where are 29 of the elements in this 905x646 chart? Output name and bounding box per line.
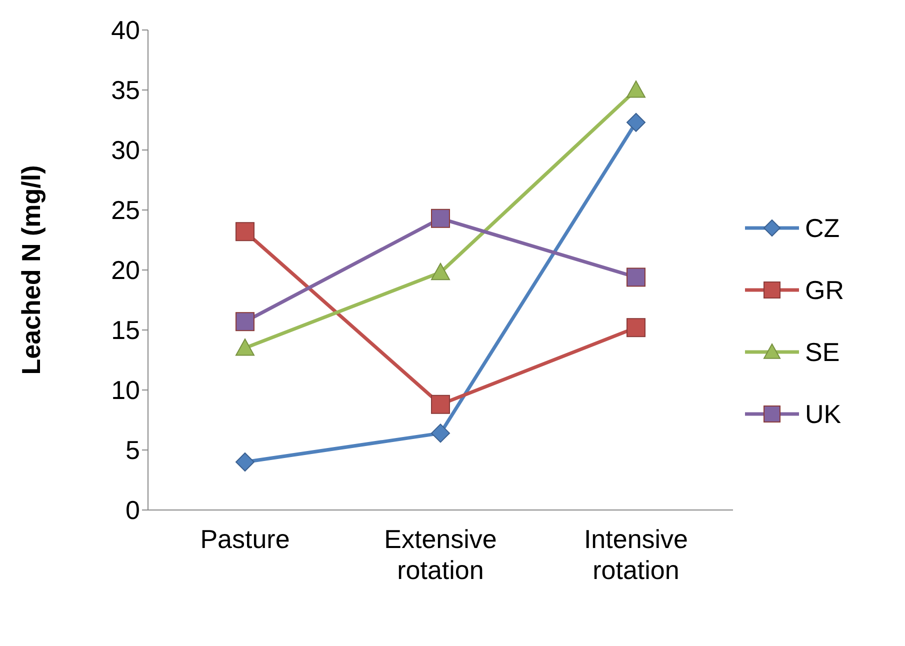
legend-label: SE: [805, 336, 840, 368]
point: [431, 394, 450, 414]
y-tick-label: 15: [111, 315, 140, 346]
point: [236, 222, 254, 242]
x-tick-label: Extensive rotation: [384, 524, 497, 585]
point: [626, 80, 646, 98]
point: [236, 452, 254, 472]
y-tick-label: 40: [111, 15, 140, 46]
legend-label: GR: [805, 274, 844, 306]
point: [626, 318, 646, 338]
y-tick-label: 25: [111, 195, 140, 226]
y-tick-label: 30: [111, 135, 140, 166]
y-tick-label: 20: [111, 255, 140, 286]
x-tick-label: Intensive rotation: [584, 524, 688, 585]
y-tick-label: 0: [126, 495, 140, 526]
y-axis-title: Leached N (mg/l): [16, 165, 46, 375]
point: [236, 338, 254, 356]
point: [431, 262, 450, 280]
point: [431, 424, 450, 443]
legend-label: UK: [805, 398, 842, 430]
point: [431, 208, 450, 228]
y-tick-label: 5: [126, 435, 140, 466]
point: [236, 312, 254, 332]
point: [626, 268, 646, 287]
legend-label: CZ: [805, 212, 840, 244]
point: [626, 112, 646, 132]
x-tick-label: Pasture: [200, 524, 290, 554]
y-tick-label: 35: [111, 75, 140, 106]
y-tick-label: 10: [111, 375, 140, 406]
